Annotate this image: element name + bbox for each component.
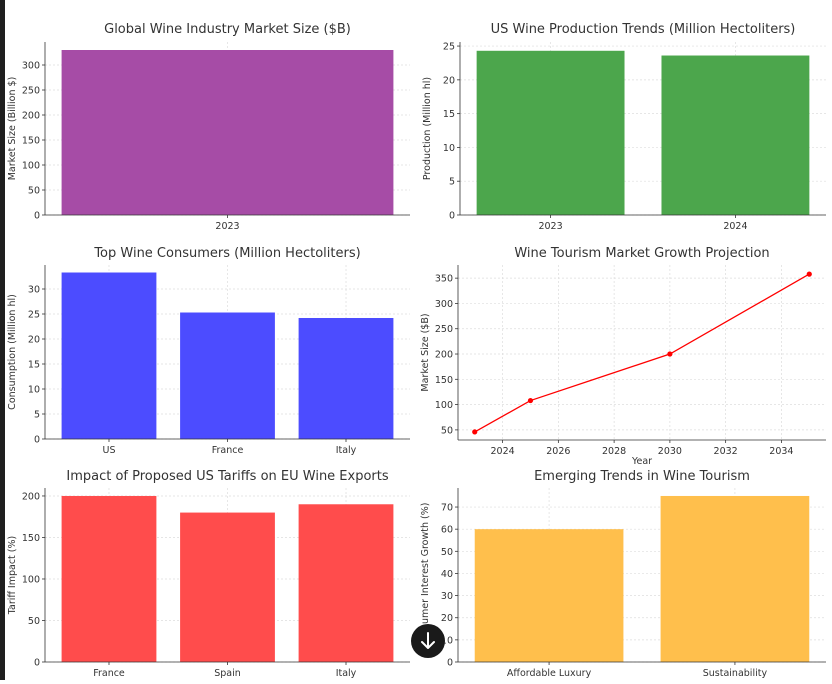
y-axis-label: Market Size (Billion $) [7, 77, 18, 181]
data-point-2030 [667, 351, 673, 357]
x-tick-label: Italy [336, 445, 357, 456]
x-tick-label: Spain [214, 668, 241, 679]
y-tick-label: 10 [441, 635, 453, 646]
y-tick-label: 0 [34, 211, 40, 222]
y-axis-label: Consumption (Million hl) [7, 294, 18, 410]
bar-france [180, 312, 275, 439]
y-tick-label: 0 [447, 658, 453, 669]
y-tick-label: 30 [28, 285, 40, 296]
x-tick-label: 2026 [546, 446, 570, 457]
chart-2: 0 5 10 15 20 25 2023 2024 US Wine Production Tre… [422, 22, 826, 232]
y-tick-label: 25 [443, 42, 455, 53]
y-tick-label: 0 [449, 211, 455, 222]
data-point-2035 [806, 271, 812, 277]
y-tick-label: 150 [22, 533, 40, 544]
chart-6: 0 10 20 30 40 50 60 70 Affordable Luxury Sustaina… [420, 469, 826, 679]
y-tick-label: 300 [22, 61, 40, 72]
bar-italy [298, 504, 394, 662]
chart-title: Emerging Trends in Wine Tourism [534, 469, 750, 484]
chart-1: 0 50 100 150 200 250 300 2023 Global Wine Indust… [7, 22, 410, 232]
x-tick-label: 2023 [538, 221, 562, 232]
y-tick-label: 20 [441, 613, 453, 624]
y-tick-label: 30 [441, 591, 453, 602]
y-tick-label: 200 [22, 111, 40, 122]
y-tick-label: 250 [435, 324, 453, 335]
y-tick-label: 70 [441, 503, 453, 514]
x-tick-label: 2032 [714, 446, 738, 457]
y-tick-label: 100 [22, 574, 40, 585]
y-tick-label: 200 [22, 491, 40, 502]
x-tick-label: France [212, 445, 244, 456]
x-tick-label: 2023 [215, 221, 239, 232]
y-tick-label: 20 [28, 335, 40, 346]
y-tick-label: 50 [441, 547, 453, 558]
chart-5: 0 50 100 150 200 France Spain Italy Impact of Pr… [7, 469, 410, 679]
y-axis-label: Market Size ($B) [420, 313, 431, 391]
y-tick-label: 100 [22, 161, 40, 172]
x-tick-label: 2034 [769, 446, 793, 457]
y-tick-label: 150 [22, 136, 40, 147]
x-tick-label: Sustainability [703, 668, 768, 679]
x-tick-label: 2024 [723, 221, 747, 232]
y-tick-label: 25 [28, 310, 40, 321]
bar-affordable-luxury [474, 529, 624, 662]
x-tick-label: Affordable Luxury [507, 668, 592, 679]
chart-title: Impact of Proposed US Tariffs on EU Wine… [66, 469, 389, 484]
x-tick-label: 2028 [602, 446, 626, 457]
x-tick-label: US [103, 445, 116, 456]
y-tick-label: 250 [22, 86, 40, 97]
chart-title: Wine Tourism Market Growth Projection [514, 246, 769, 261]
x-axis-label: Year [631, 456, 652, 467]
y-tick-label: 60 [441, 525, 453, 536]
window-edge [0, 0, 5, 680]
bar-2023 [61, 50, 394, 215]
scroll-down-button[interactable] [411, 624, 445, 658]
y-tick-label: 150 [435, 375, 453, 386]
y-tick-label: 15 [443, 109, 455, 120]
chart-4: 50 100 150 200 250 300 350 2024 2026 2028 2030 2032… [420, 246, 826, 467]
x-tick-label: 2024 [491, 446, 515, 457]
bar-us [61, 272, 157, 439]
y-tick-label: 10 [28, 385, 40, 396]
y-tick-label: 300 [435, 299, 453, 310]
series-line [474, 273, 810, 433]
x-tick-label: Italy [336, 668, 357, 679]
bar-spain [180, 512, 275, 662]
chart-3: 0 5 10 15 20 25 30 US France Italy Top Wine Consum… [7, 246, 410, 456]
x-tick-label: 2030 [658, 446, 682, 457]
bar-france [61, 495, 157, 662]
chart-title: Global Wine Industry Market Size ($B) [104, 22, 351, 37]
chart-title: Top Wine Consumers (Million Hectoliters) [93, 246, 360, 261]
y-tick-label: 10 [443, 143, 455, 154]
bar-2023 [476, 50, 625, 215]
data-point-2025 [527, 397, 534, 404]
chart-title: US Wine Production Trends (Million Hecto… [491, 22, 796, 37]
y-tick-label: 50 [441, 425, 453, 436]
arrow-down-icon [421, 632, 435, 649]
y-tick-label: 0 [34, 658, 40, 669]
y-tick-label: 5 [449, 177, 455, 188]
y-tick-label: 20 [443, 75, 455, 86]
y-tick-label: 15 [28, 360, 40, 371]
y-tick-label: 200 [435, 350, 453, 361]
y-tick-label: 40 [441, 569, 453, 580]
data-point-2023 [472, 429, 478, 435]
y-axis-label: Consumer Interest Growth (%) [420, 503, 431, 648]
y-tick-label: 5 [34, 410, 40, 421]
bar-sustainability [660, 495, 810, 662]
y-tick-label: 50 [28, 616, 40, 627]
y-tick-label: 50 [28, 186, 40, 197]
y-tick-label: 100 [435, 400, 453, 411]
bar-italy [298, 318, 394, 439]
y-tick-label: 0 [34, 435, 40, 446]
y-axis-label: Production (Million hl) [422, 77, 433, 180]
y-tick-label: 350 [435, 274, 453, 285]
x-tick-label: France [93, 668, 125, 679]
y-axis-label: Tariff Impact (%) [7, 536, 18, 615]
bar-2024 [661, 55, 810, 215]
